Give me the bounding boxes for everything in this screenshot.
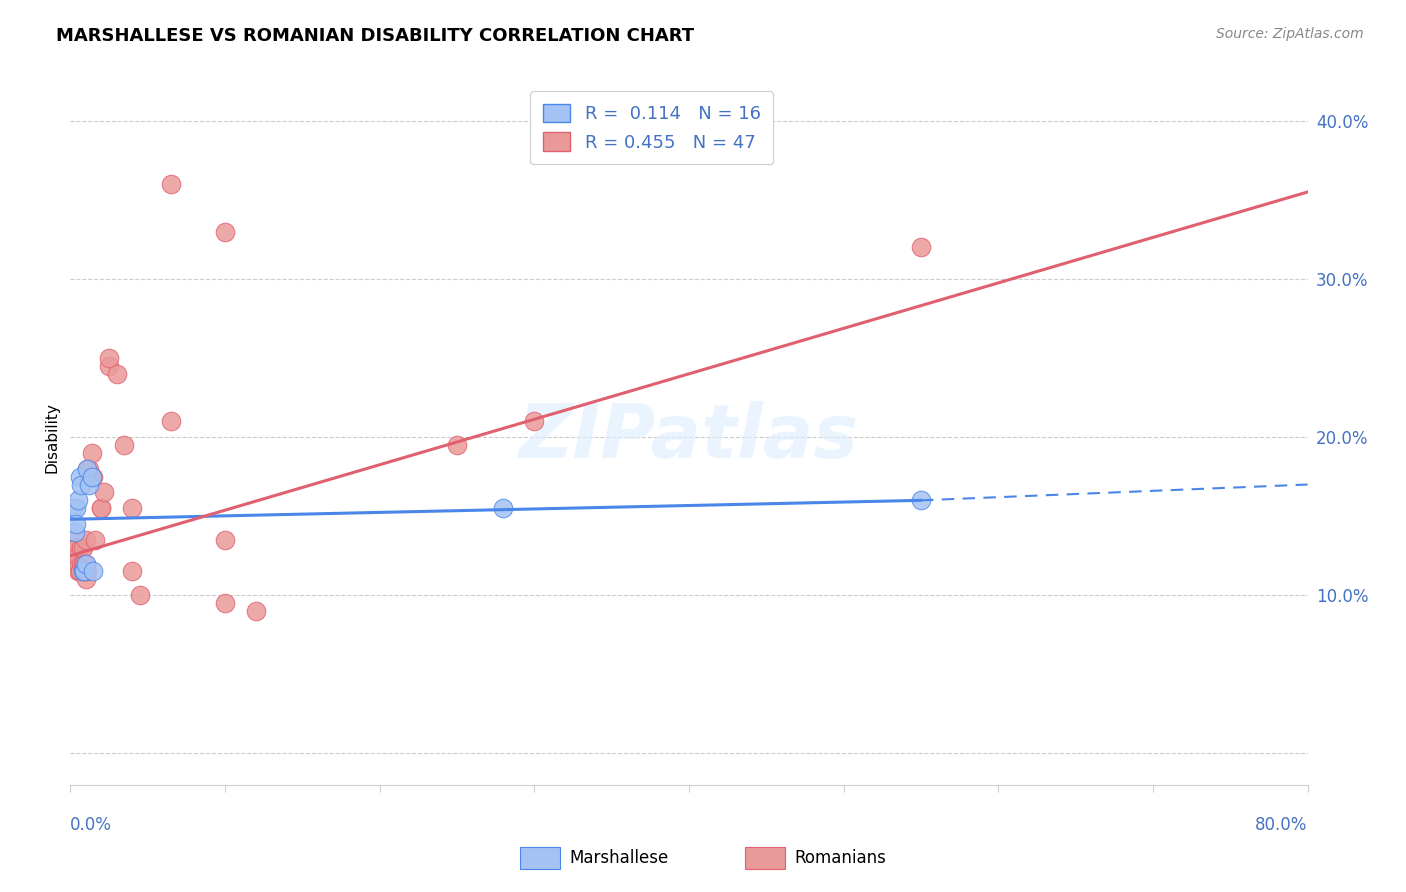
Text: Marshallese: Marshallese <box>569 849 669 867</box>
Point <box>77 477 100 491</box>
Point <box>79 469 101 483</box>
Point <box>62 501 84 516</box>
Point <box>121 565 143 579</box>
Point <box>105 367 128 381</box>
Text: 0.0%: 0.0% <box>70 816 112 834</box>
Point <box>70 557 93 571</box>
Point <box>90 501 112 516</box>
Point <box>72 565 94 579</box>
Point <box>69 565 91 579</box>
Point <box>79 469 101 483</box>
Point <box>75 573 97 587</box>
Point <box>65 557 87 571</box>
Point <box>523 414 546 428</box>
Point <box>63 541 86 555</box>
Point <box>93 485 115 500</box>
Point <box>82 565 105 579</box>
Point <box>70 477 93 491</box>
Point <box>214 596 236 610</box>
Point <box>65 541 87 555</box>
Point <box>98 359 120 373</box>
Point <box>76 461 98 475</box>
Text: Source: ZipAtlas.com: Source: ZipAtlas.com <box>1216 27 1364 41</box>
Point <box>73 565 96 579</box>
Point <box>82 469 105 483</box>
Text: 80.0%: 80.0% <box>1256 816 1308 834</box>
Point <box>75 533 97 547</box>
Point <box>67 493 90 508</box>
Point <box>245 604 267 618</box>
Point <box>70 541 93 555</box>
Point <box>75 557 97 571</box>
Point <box>90 501 112 516</box>
Point <box>98 351 120 365</box>
Point <box>76 461 98 475</box>
Point <box>910 493 932 508</box>
Point <box>80 446 103 460</box>
Point <box>65 501 87 516</box>
Point <box>160 414 183 428</box>
Point <box>80 469 103 483</box>
Point <box>214 225 236 239</box>
Point <box>63 524 86 539</box>
Point <box>446 438 468 452</box>
Point <box>129 588 152 602</box>
Legend: R =  0.114   N = 16, R = 0.455   N = 47: R = 0.114 N = 16, R = 0.455 N = 47 <box>530 91 773 164</box>
Point <box>62 533 84 547</box>
Point <box>69 469 91 483</box>
Point <box>69 565 91 579</box>
Point <box>73 557 96 571</box>
Point <box>67 549 90 563</box>
Point <box>67 565 90 579</box>
Point <box>73 565 96 579</box>
Point <box>75 557 97 571</box>
Point <box>75 565 97 579</box>
Point <box>160 177 183 191</box>
Point <box>65 516 87 531</box>
Point <box>72 541 94 555</box>
Point <box>76 565 98 579</box>
Text: Romanians: Romanians <box>794 849 886 867</box>
Point <box>910 240 932 254</box>
Point <box>84 533 107 547</box>
Point <box>214 533 236 547</box>
Point <box>72 557 94 571</box>
Text: ZIPatlas: ZIPatlas <box>519 401 859 474</box>
Text: MARSHALLESE VS ROMANIAN DISABILITY CORRELATION CHART: MARSHALLESE VS ROMANIAN DISABILITY CORRE… <box>56 27 695 45</box>
Point <box>121 501 143 516</box>
Y-axis label: Disability: Disability <box>44 401 59 473</box>
Point <box>77 461 100 475</box>
Point <box>492 501 515 516</box>
Point <box>63 549 86 563</box>
Point <box>114 438 135 452</box>
Point <box>67 557 90 571</box>
